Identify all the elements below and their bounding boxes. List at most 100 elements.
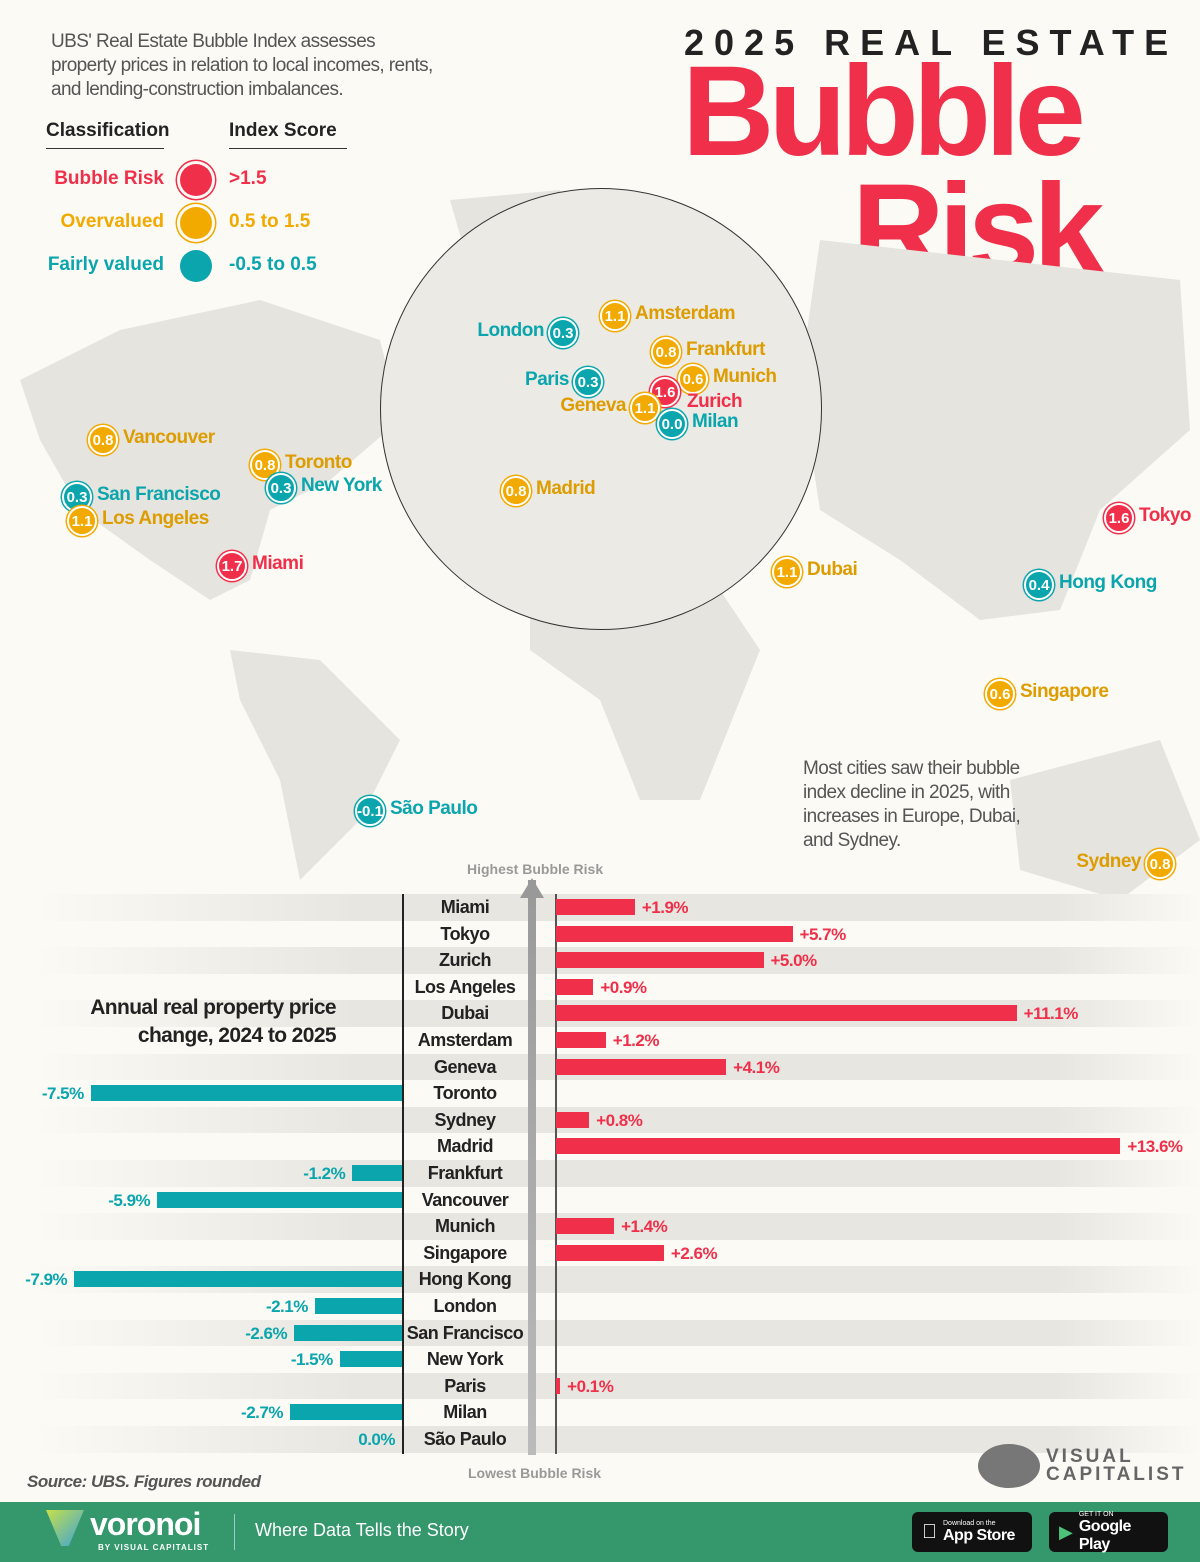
australia-shape <box>1010 740 1200 900</box>
data-label: +0.9% <box>600 977 647 997</box>
category-label: San Francisco <box>406 1322 524 1343</box>
chart-title: Annual real property price change, 2024 … <box>90 996 336 1047</box>
source-note: Source: UBS. Figures rounded <box>27 1472 261 1491</box>
city-marker[interactable]: 0.4 <box>1024 570 1054 600</box>
category-label: New York <box>426 1349 504 1370</box>
voronoi-wordmark[interactable]: voronoi <box>90 1506 201 1542</box>
legend-label: Overvalued <box>60 211 165 232</box>
city-marker[interactable]: 1.6 <box>1104 503 1134 533</box>
europe-inset-circle <box>380 188 822 630</box>
city-score: 0.3 <box>552 324 574 342</box>
city-label: Tokyo <box>1139 505 1192 526</box>
city-score: 1.7 <box>221 557 243 575</box>
category-label: Tokyo <box>440 923 490 944</box>
city-marker[interactable]: 0.8 <box>1145 849 1175 879</box>
annotation-note: Most cities saw their bubble index decli… <box>803 758 1021 851</box>
city-label: London <box>477 320 544 341</box>
category-label: Los Angeles <box>414 976 516 997</box>
axis-bottom-label: Lowest Bubble Risk <box>468 1465 602 1481</box>
bar <box>289 1404 402 1421</box>
legend-label: Bubble Risk <box>54 168 164 189</box>
category-label: Zurich <box>438 950 492 971</box>
legend-col-classification: Classification <box>46 120 170 149</box>
city-label: São Paulo <box>390 798 478 819</box>
city-marker[interactable]: 0.6 <box>678 364 708 394</box>
category-label: Hong Kong <box>418 1269 512 1290</box>
city-marker[interactable]: 1.1 <box>772 557 802 587</box>
south-america-shape <box>230 650 400 880</box>
city-marker[interactable]: 0.3 <box>548 318 578 348</box>
category-label: Madrid <box>436 1136 494 1157</box>
apple-icon:  <box>922 1521 937 1544</box>
city-score: 0.8 <box>505 482 527 500</box>
city-marker[interactable]: 0.8 <box>651 337 681 367</box>
bar <box>556 899 635 915</box>
data-label: -1.5% <box>290 1350 333 1370</box>
city-label: Geneva <box>560 395 626 416</box>
category-label: Frankfurt <box>427 1163 503 1183</box>
bar <box>556 1111 590 1128</box>
category-label: Paris <box>444 1375 486 1396</box>
data-label: -7.9% <box>25 1270 68 1290</box>
category-label: Miami <box>440 897 490 917</box>
footer-divider <box>234 1514 235 1550</box>
city-label: Paris <box>525 369 569 390</box>
bar <box>352 1165 402 1181</box>
category-label: Amsterdam <box>417 1030 513 1050</box>
legend-range: -0.5 to 0.5 <box>229 254 317 275</box>
data-label: -2.1% <box>265 1297 308 1316</box>
city-marker[interactable]: 1.7 <box>217 551 247 581</box>
legend-dot-icon <box>180 207 212 239</box>
city-marker[interactable]: 1.1 <box>67 506 97 536</box>
city-marker[interactable]: 0.0 <box>657 409 687 439</box>
legend-range: 0.5 to 1.5 <box>229 211 311 232</box>
city-label: Amsterdam <box>635 303 736 324</box>
city-label: Zurich <box>687 391 743 412</box>
data-label: +4.1% <box>733 1057 780 1077</box>
city-score: 0.3 <box>66 488 88 506</box>
city-label: Frankfurt <box>686 339 765 360</box>
city-marker[interactable]: 0.6 <box>985 679 1015 709</box>
google-play-icon: ▶ <box>1059 1521 1073 1542</box>
visual-capitalist-logo-icon <box>978 1444 1040 1488</box>
city-label: Milan <box>692 411 739 432</box>
city-marker[interactable]: 1.1 <box>600 301 630 331</box>
data-label: +1.4% <box>621 1217 668 1237</box>
legend-range: >1.5 <box>229 168 267 189</box>
city-label: Munich <box>713 366 777 387</box>
city-marker[interactable]: 1.1 <box>630 393 660 423</box>
bar <box>556 978 594 995</box>
bar <box>90 1085 402 1102</box>
legend-col-index-score: Index Score <box>229 120 347 149</box>
bar <box>556 1032 606 1048</box>
data-label: +11.1% <box>1023 1004 1079 1024</box>
city-score: 0.4 <box>1028 576 1050 594</box>
city-score: 1.1 <box>604 307 626 325</box>
app-store-label: App Store <box>928 1526 1015 1544</box>
app-store-small: Download on the <box>928 1519 996 1527</box>
city-label: Hong Kong <box>1059 572 1157 593</box>
data-label: -1.2% <box>303 1164 346 1183</box>
city-marker[interactable]: -0.1 <box>355 796 385 826</box>
city-score: 0.0 <box>661 415 683 433</box>
category-label: Munich <box>435 1216 496 1237</box>
city-score: 0.8 <box>1149 855 1171 873</box>
city-marker[interactable]: 0.3 <box>573 367 603 397</box>
data-label: +13.6% <box>1127 1137 1183 1157</box>
city-score: 1.6 <box>1108 509 1130 527</box>
city-label: New York <box>301 475 382 496</box>
city-score: 0.6 <box>682 370 704 388</box>
city-marker[interactable]: 0.8 <box>88 425 118 455</box>
google-play-button[interactable]: ▶ GET IT ON Google Play <box>1049 1511 1168 1553</box>
category-label: London <box>433 1296 497 1316</box>
risk-arrow <box>528 880 536 1455</box>
city-score: 0.3 <box>270 479 292 497</box>
city-marker[interactable]: 0.3 <box>266 473 296 503</box>
data-label: -2.6% <box>245 1323 288 1343</box>
city-marker[interactable]: 0.8 <box>501 476 531 506</box>
city-score: 1.1 <box>634 399 656 417</box>
city-score: 0.8 <box>254 456 276 474</box>
voronoi-byline: BY VISUAL CAPITALIST <box>98 1543 210 1552</box>
bar <box>314 1298 402 1314</box>
